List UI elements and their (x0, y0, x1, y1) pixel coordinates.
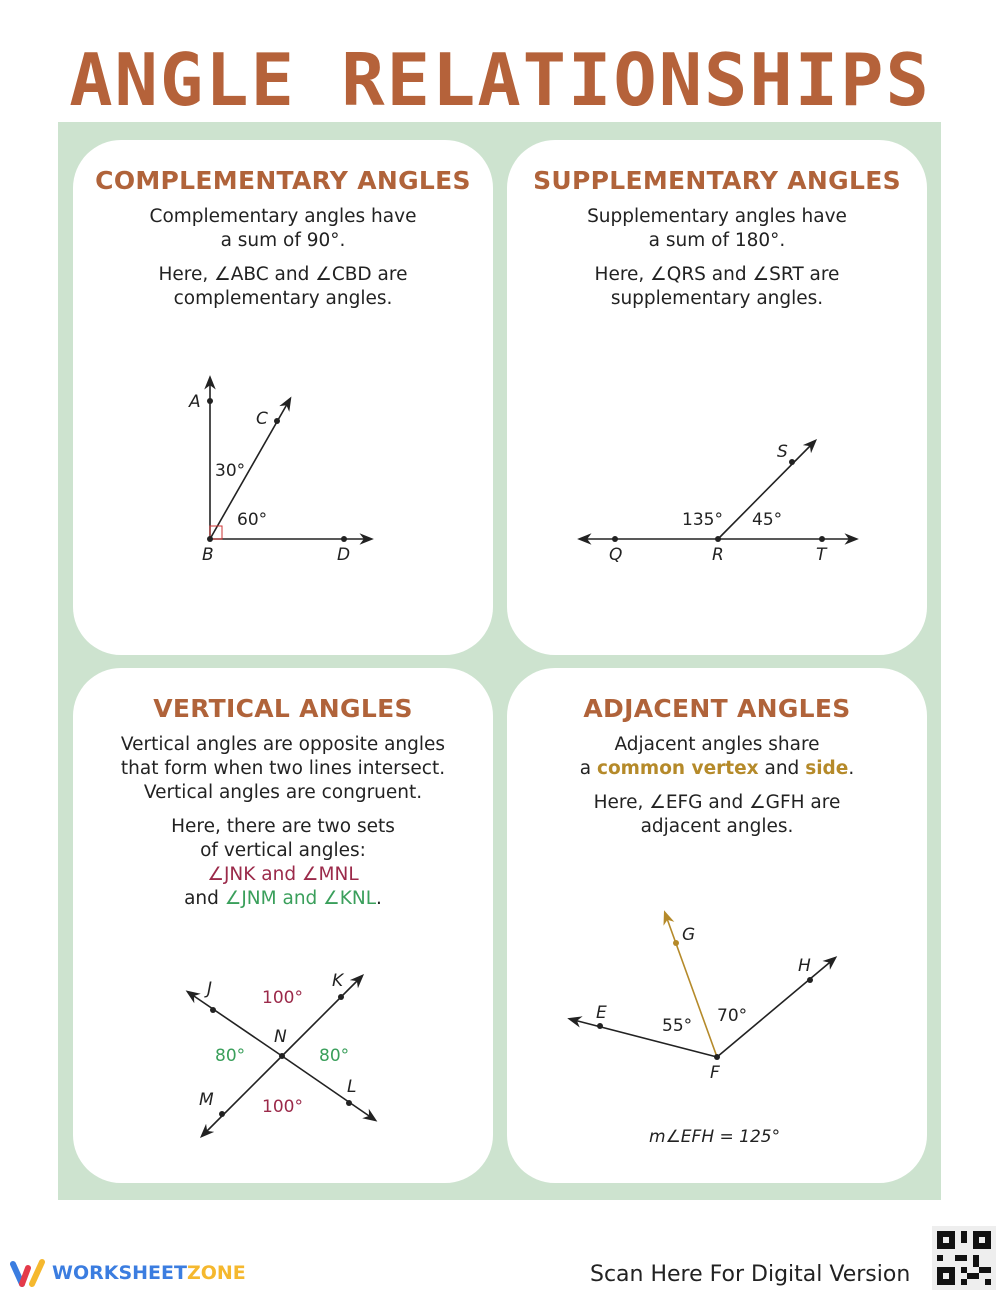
text: Here, there are two sets (171, 816, 395, 837)
angle-label: 60° (237, 510, 267, 530)
angle-measure: m∠EFH = 125° (649, 1127, 780, 1147)
point-label: R (712, 545, 724, 565)
point-label: J (204, 979, 212, 999)
example: Here, there are two sets of vertical angl… (171, 816, 395, 909)
card-heading: VERTICAL ANGLES (153, 694, 413, 723)
point-label: C (256, 409, 268, 429)
supplementary-diagram (577, 438, 859, 545)
point-label: B (202, 545, 214, 565)
point-label: F (710, 1063, 720, 1083)
point-label: L (347, 1077, 356, 1097)
angle-label: 135° (682, 510, 723, 530)
qr-icon (937, 1231, 991, 1285)
vertical-diagram (185, 973, 378, 1139)
brand-text: ZONE (186, 1262, 246, 1284)
text: a (579, 758, 592, 779)
text: adjacent angles. (640, 816, 794, 837)
point-label: T (816, 545, 828, 565)
text: a sum of 180°. (648, 230, 786, 251)
point-label: D (337, 545, 350, 565)
example: Here, ∠EFG and ∠GFH are adjacent angles. (507, 791, 927, 839)
example: Here, ∠QRS and ∠SRT are supplementary ang… (507, 263, 927, 311)
definition: Vertical angles are opposite angles that … (73, 733, 493, 805)
brand-text: WORKSHEET (52, 1262, 187, 1284)
text: Complementary angles have (149, 206, 417, 227)
text: of vertical angles: (200, 840, 366, 861)
qr-code[interactable] (932, 1226, 996, 1290)
definition: Adjacent angles share a common vertex and… (579, 734, 855, 779)
worksheetzone-logo[interactable]: WORKSHEET ZONE (10, 1258, 246, 1288)
logo-icon (10, 1259, 45, 1287)
point-label: E (596, 1003, 607, 1023)
text: a sum of 90°. (220, 230, 346, 251)
point-label: N (274, 1027, 287, 1047)
point-label: A (188, 392, 201, 412)
supplementary-card: SUPPLEMENTARY ANGLES Supplementary angle… (507, 140, 927, 655)
example: Here, ∠ABC and ∠CBD are complementary ang… (73, 263, 493, 311)
definition: Supplementary angles have a sum of 180°. (507, 205, 927, 253)
angle-label: 45° (752, 510, 782, 530)
angle-label: 80° (215, 1046, 245, 1066)
angle-label: 55° (662, 1016, 692, 1036)
text: Supplementary angles have (587, 206, 847, 227)
scan-text: Scan Here For Digital Version (590, 1262, 911, 1287)
text: Adjacent angles share (614, 734, 820, 755)
card-heading: ADJACENT ANGLES (583, 694, 851, 723)
text: and (764, 758, 800, 779)
text: Vertical angles are opposite angles (120, 734, 446, 755)
highlight: side (805, 758, 849, 779)
card-heading: SUPPLEMENTARY ANGLES (533, 166, 901, 195)
angle-label: 70° (717, 1006, 747, 1026)
adjacent-diagram (567, 910, 838, 1058)
point-label: Q (609, 545, 622, 565)
page-title: ANGLE RELATIONSHIPS (69, 38, 931, 122)
vertical-card: VERTICAL ANGLES Vertical angles are oppo… (73, 668, 493, 1183)
text: Here, ∠EFG and ∠GFH are (593, 792, 841, 813)
highlight: common vertex (596, 758, 759, 779)
text: Vertical angles are congruent. (143, 782, 423, 803)
angle-label: 30° (215, 461, 245, 481)
adjacent-card: ADJACENT ANGLES Adjacent angles share a c… (507, 668, 927, 1183)
set-1: ∠JNK and ∠MNL (207, 864, 359, 885)
point-label: H (798, 956, 811, 976)
text: Here, ∠QRS and ∠SRT are (594, 264, 840, 285)
card-heading: COMPLEMENTARY ANGLES (95, 166, 471, 195)
text: that form when two lines intersect. (120, 758, 446, 779)
complementary-card: COMPLEMENTARY ANGLES Complementary angle… (73, 140, 493, 655)
text: supplementary angles. (610, 288, 824, 309)
text: and (184, 888, 219, 909)
text: complementary angles. (173, 288, 393, 309)
angle-label: 80° (319, 1046, 349, 1066)
set-2: ∠JNM and ∠KNL (224, 888, 377, 909)
point-label: S (777, 442, 788, 462)
definition: Complementary angles have a sum of 90°. (73, 205, 493, 253)
point-label: M (199, 1090, 214, 1110)
point-label: K (332, 971, 345, 991)
angle-label: 100° (262, 988, 303, 1008)
complementary-diagram (204, 375, 374, 545)
text: Here, ∠ABC and ∠CBD are (158, 264, 408, 285)
point-label: G (682, 925, 695, 945)
angle-label: 100° (262, 1097, 303, 1117)
